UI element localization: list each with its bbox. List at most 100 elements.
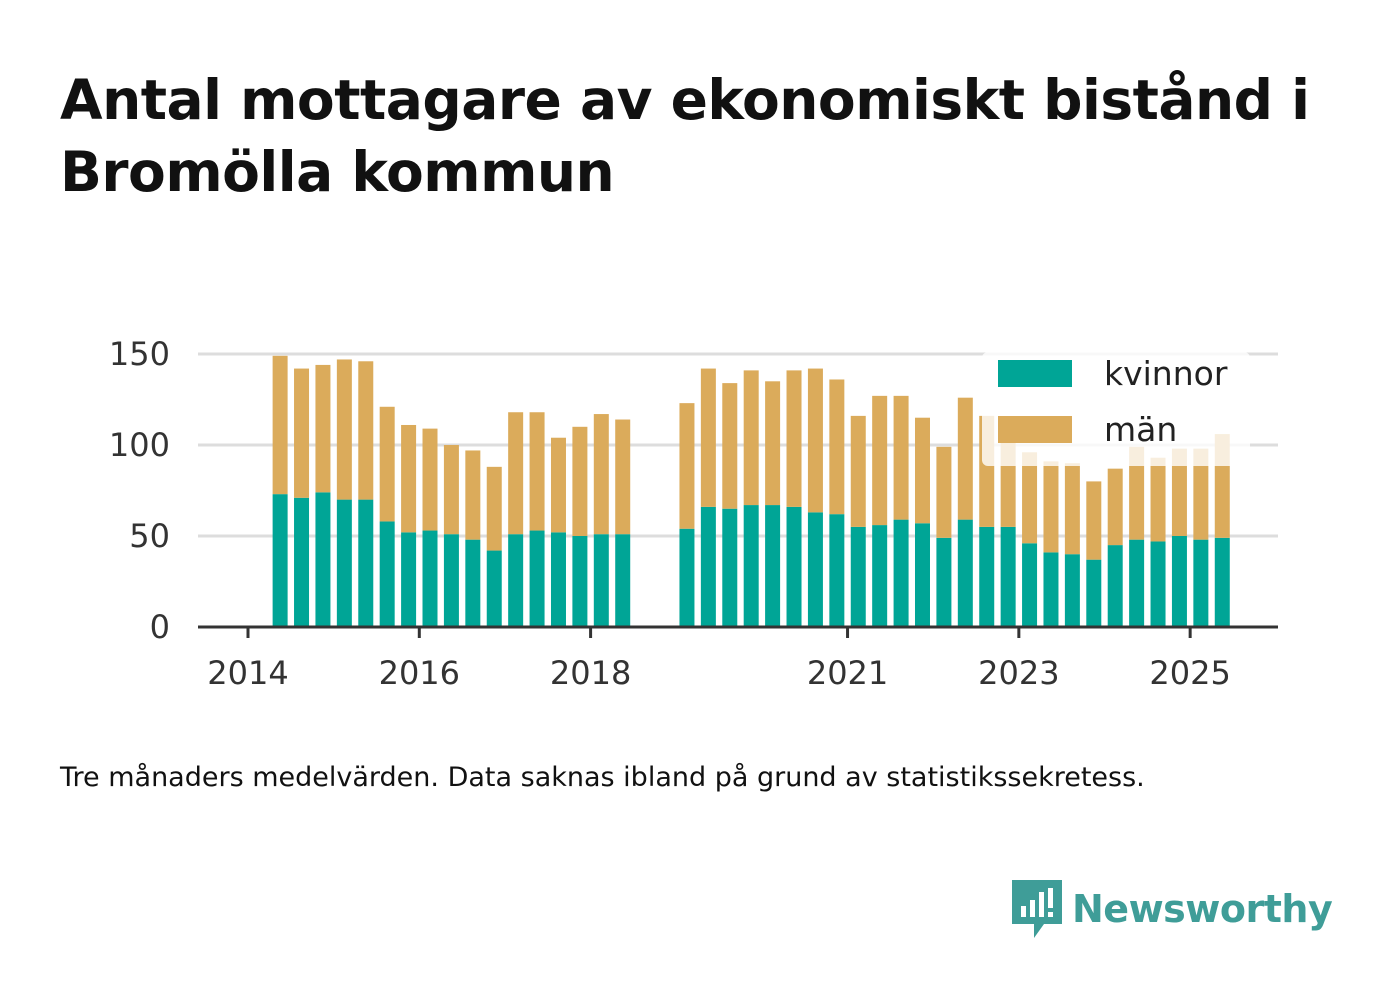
y-tick-label: 50 [129, 517, 170, 555]
bar-man-0 [272, 355, 288, 495]
bar-man-36 [1086, 481, 1102, 560]
bar-man-25 [850, 415, 866, 527]
x-tick-label: 2025 [1149, 654, 1230, 692]
bar-man-27 [893, 395, 909, 520]
x-tick-label: 2023 [978, 654, 1059, 692]
bar-kvinnor-17 [679, 528, 695, 627]
bar-kvinnor-41 [1193, 539, 1209, 627]
bar-man-17 [679, 403, 695, 529]
bar-man-13 [550, 437, 566, 533]
chart-title: Antal mottagare av ekonomiskt bistånd i … [60, 68, 1310, 204]
bar-man-35 [1064, 463, 1080, 555]
bar-kvinnor-35 [1064, 554, 1080, 627]
legend-label-kvinnor: kvinnor [1104, 354, 1228, 393]
bar-man-23 [807, 368, 823, 513]
bar-kvinnor-38 [1129, 539, 1145, 627]
legend-swatch-män [998, 416, 1072, 443]
bar-man-28 [914, 417, 930, 524]
bar-kvinnor-23 [807, 512, 823, 627]
bar-kvinnor-12 [529, 530, 545, 627]
bar-kvinnor-2 [315, 492, 331, 627]
bar-man-40 [1171, 448, 1187, 536]
x-tick-label: 2018 [550, 654, 631, 692]
bar-man-22 [786, 370, 802, 507]
bar-man-29 [936, 446, 952, 538]
bar-kvinnor-33 [1022, 543, 1038, 627]
bar-kvinnor-31 [979, 526, 995, 627]
bar-man-14 [572, 426, 588, 536]
bar-kvinnor-9 [465, 539, 481, 627]
bar-man-19 [722, 383, 738, 509]
bar-kvinnor-5 [379, 521, 395, 627]
bar-kvinnor-7 [422, 530, 438, 627]
bar-kvinnor-30 [957, 519, 973, 627]
bar-man-9 [465, 450, 481, 540]
bar-kvinnor-39 [1150, 541, 1166, 627]
bar-man-38 [1129, 446, 1145, 540]
bar-man-30 [957, 397, 973, 520]
bar-kvinnor-18 [700, 506, 716, 627]
bar-kvinnor-14 [572, 536, 588, 627]
bar-kvinnor-29 [936, 537, 952, 627]
bar-kvinnor-25 [850, 526, 866, 627]
bar-man-37 [1107, 468, 1123, 546]
newsworthy-logo-icon [1012, 880, 1062, 938]
bar-kvinnor-0 [272, 494, 288, 627]
bar-kvinnor-40 [1171, 536, 1187, 627]
stacked-bar-chart: 0 50 100 150 2014 2016 2018 2021 2023 2025 kvinno… [109, 335, 1278, 692]
bar-kvinnor-15 [593, 534, 609, 627]
bar-kvinnor-16 [615, 534, 631, 627]
x-tick-label: 2021 [807, 654, 888, 692]
bar-kvinnor-36 [1086, 559, 1102, 627]
bar-kvinnor-6 [401, 532, 417, 627]
bar-kvinnor-4 [358, 499, 374, 627]
bar-kvinnor-24 [829, 514, 845, 627]
bar-kvinnor-37 [1107, 545, 1123, 627]
bar-man-6 [401, 424, 417, 533]
bar-man-4 [358, 361, 374, 500]
y-tick-label: 100 [109, 426, 170, 464]
bar-kvinnor-34 [1043, 552, 1059, 627]
bar-man-8 [443, 445, 459, 535]
bar-man-41 [1193, 448, 1209, 540]
bar-kvinnor-19 [722, 508, 738, 627]
bar-kvinnor-32 [1000, 526, 1016, 627]
bar-man-11 [508, 412, 524, 535]
bar-man-15 [593, 414, 609, 535]
brand-logo: Newsworthy [1010, 878, 1333, 940]
legend-swatch-kvinnor [998, 360, 1072, 387]
bar-kvinnor-8 [443, 534, 459, 627]
bar-man-39 [1150, 457, 1166, 542]
bar-man-3 [336, 359, 352, 500]
bar-man-12 [529, 412, 545, 531]
brand-name: Newsworthy [1072, 887, 1333, 931]
bar-kvinnor-27 [893, 519, 909, 627]
bar-kvinnor-10 [486, 550, 502, 627]
bar-kvinnor-42 [1214, 537, 1230, 627]
bar-man-18 [700, 368, 716, 507]
y-tick-label: 150 [109, 335, 170, 373]
bar-man-34 [1043, 461, 1059, 553]
x-tick-label: 2016 [379, 654, 460, 692]
bar-kvinnor-13 [550, 532, 566, 627]
bar-man-21 [765, 381, 781, 506]
bar-man-2 [315, 364, 331, 493]
bar-man-5 [379, 406, 395, 522]
bar-kvinnor-26 [872, 525, 888, 627]
chart-footnote: Tre månaders medelvärden. Data saknas ib… [60, 762, 1145, 793]
legend: kvinnor män [982, 352, 1250, 466]
axes: 0 50 100 150 2014 2016 2018 2021 2023 2025 [109, 335, 1278, 692]
bars [272, 355, 1230, 627]
y-tick-label: 0 [150, 608, 170, 646]
bar-kvinnor-1 [294, 497, 310, 627]
bar-man-16 [615, 419, 631, 535]
bar-man-20 [743, 370, 759, 506]
bar-man-1 [294, 368, 310, 498]
bar-man-10 [486, 466, 502, 551]
bar-kvinnor-20 [743, 505, 759, 627]
bar-kvinnor-11 [508, 534, 524, 627]
bar-man-7 [422, 428, 438, 531]
legend-label-män: män [1104, 410, 1177, 449]
bar-kvinnor-3 [336, 499, 352, 627]
x-tick-label: 2014 [207, 654, 288, 692]
